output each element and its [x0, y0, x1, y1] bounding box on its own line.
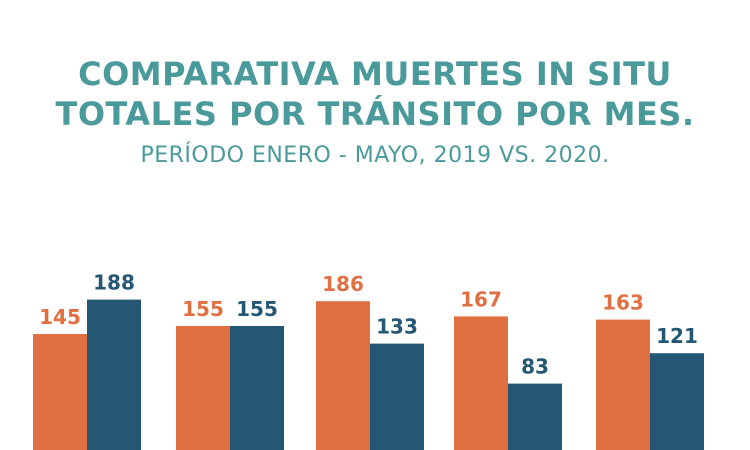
bar-s0-c1	[176, 326, 230, 450]
bar-s1-c3	[508, 383, 562, 450]
chart-subtitle: PERÍODO ENERO - MAYO, 2019 VS. 2020.	[140, 143, 610, 168]
bar-s1-c1	[230, 326, 284, 450]
data-label-s1-c3: 83	[521, 355, 549, 379]
bar-s0-c3	[454, 316, 508, 450]
bar-s1-c2	[370, 343, 424, 450]
bar-s0-c2	[316, 301, 370, 450]
data-label-s1-c1: 155	[236, 297, 278, 321]
bar-s0-c0	[33, 334, 87, 450]
bar-s1-c4	[650, 353, 704, 450]
data-label-s0-c1: 155	[182, 297, 224, 321]
chart-title-line-1: COMPARATIVA MUERTES IN SITU	[78, 55, 672, 93]
data-label-s0-c3: 167	[460, 287, 502, 311]
data-label-s0-c0: 145	[39, 305, 81, 329]
data-label-s1-c0: 188	[93, 271, 135, 295]
bar-s1-c0	[87, 299, 141, 450]
data-label-s0-c4: 163	[602, 291, 644, 315]
data-label-s0-c2: 186	[322, 272, 364, 296]
chart-titles: COMPARATIVA MUERTES IN SITU TOTALES POR …	[0, 54, 750, 170]
chart-title-line-2: TOTALES POR TRÁNSITO POR MES.	[55, 95, 695, 133]
data-label-s1-c2: 133	[376, 315, 418, 339]
data-label-s1-c4: 121	[656, 324, 698, 348]
bar-s0-c4	[596, 319, 650, 450]
